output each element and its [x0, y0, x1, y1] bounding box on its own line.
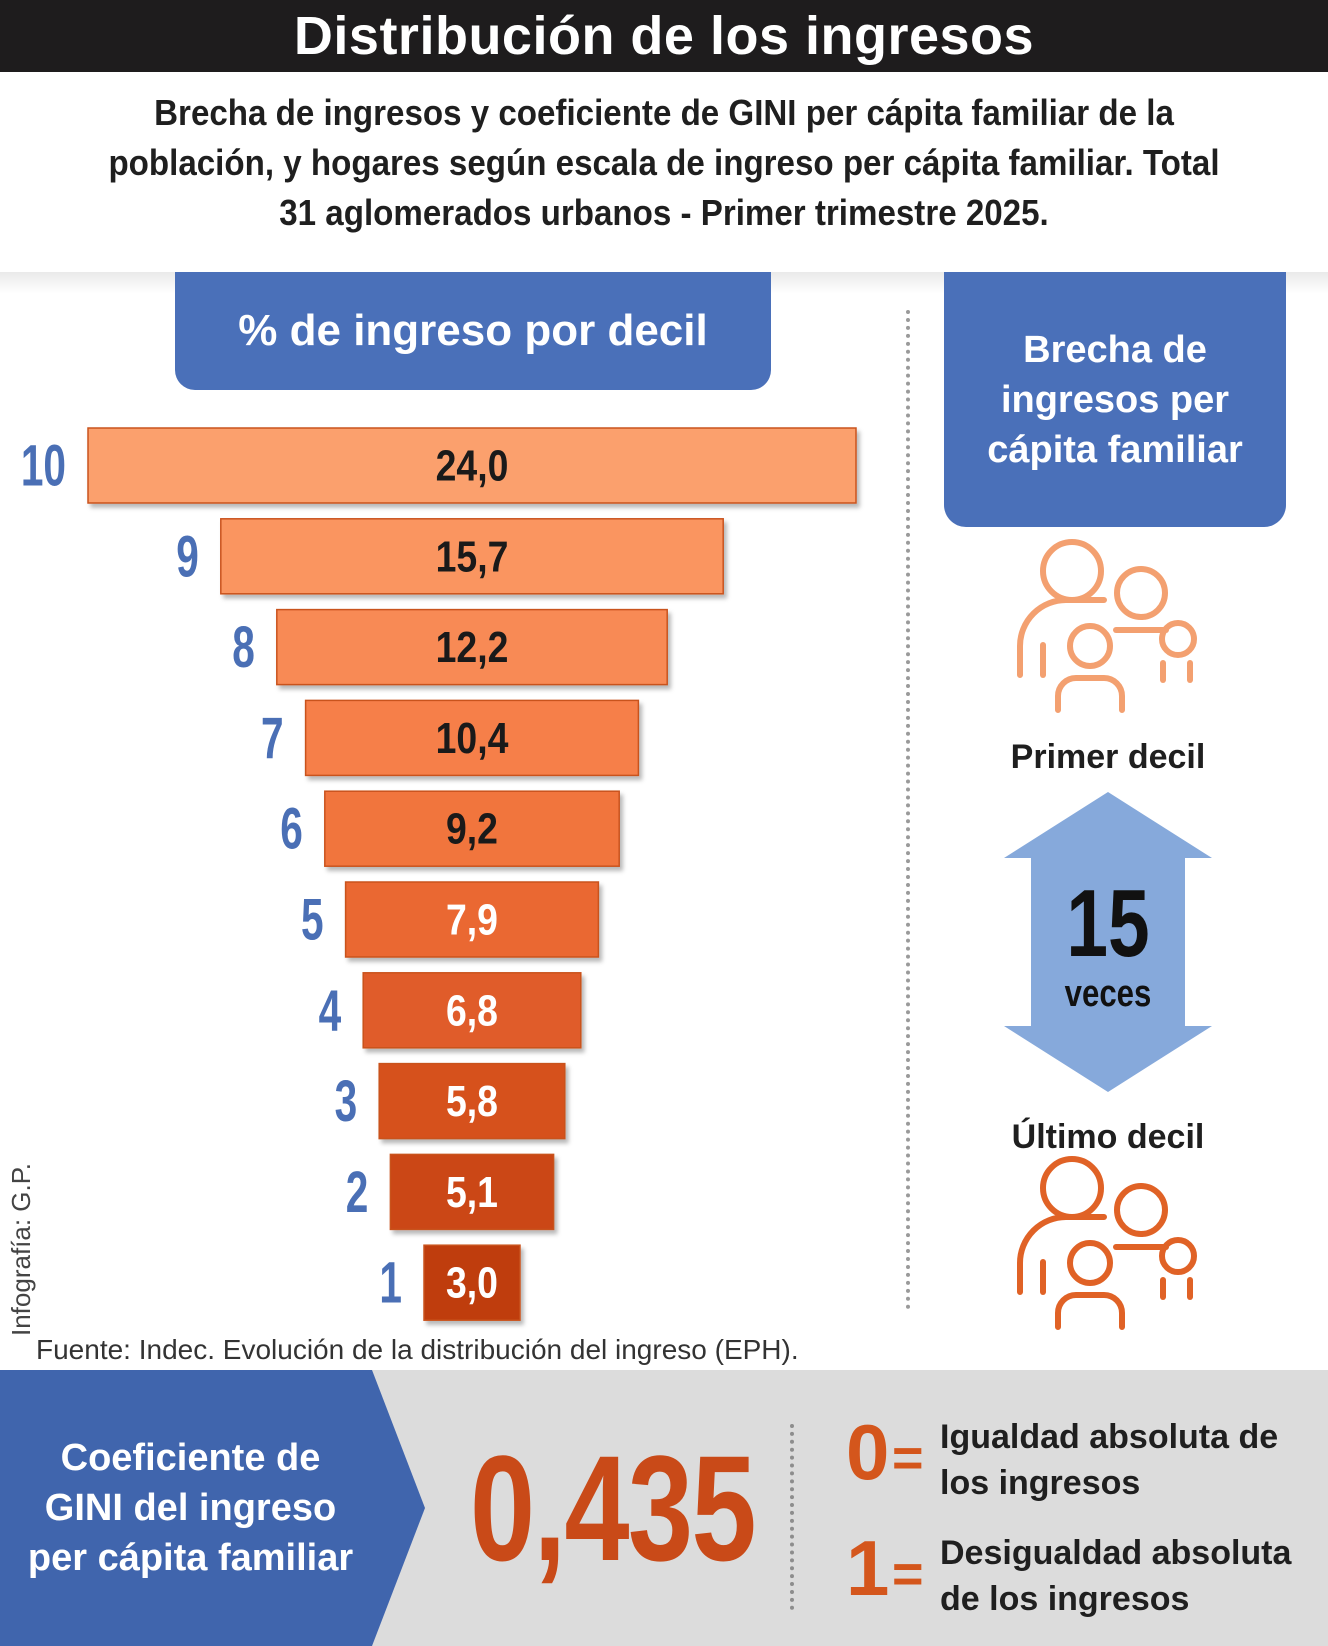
gini-divider — [790, 1424, 794, 1610]
decile-bar-5 — [344, 881, 600, 958]
decile-value-label: 15,7 — [436, 531, 509, 581]
family-icon — [1017, 1156, 1197, 1330]
gap-title-box: Brecha de ingresos per cápita familiar — [944, 272, 1286, 527]
decile-bar-3 — [378, 1062, 566, 1140]
decile-bar-6 — [324, 790, 620, 867]
decile-value-label: 7,9 — [446, 895, 498, 945]
decile-value-label: 6,8 — [446, 985, 498, 1035]
legend-one-equals: = — [892, 1544, 924, 1604]
legend-zero-number: 0 — [846, 1408, 890, 1496]
decile-bar-1 — [423, 1244, 521, 1321]
gap-value: 15 — [1066, 870, 1149, 977]
decile-bar-4 — [362, 972, 582, 1049]
decile-bar-8 — [276, 608, 668, 686]
chart-title: % de ingreso por decil — [175, 272, 771, 390]
decile-category-label: 10 — [21, 433, 66, 498]
gap-bottom-label: Último decil — [1012, 1118, 1205, 1156]
decile-category-label: 4 — [319, 978, 342, 1043]
decile-value-label: 10,4 — [436, 713, 509, 763]
decile-bar-7 — [304, 699, 640, 777]
legend-zero-equals: = — [892, 1428, 924, 1488]
decile-bar-10 — [87, 427, 857, 504]
gap-title: Brecha de ingresos per cápita familiar — [987, 328, 1243, 471]
gap-unit: veces — [1065, 973, 1152, 1015]
decile-value-label: 24,0 — [436, 441, 509, 491]
decile-value-label: 5,1 — [446, 1167, 498, 1217]
decile-category-label: 1 — [379, 1251, 402, 1316]
decile-value-label: 12,2 — [436, 622, 509, 672]
decile-bar-2 — [389, 1153, 555, 1231]
decile-category-label: 9 — [176, 524, 199, 589]
credit: Infografía: G.P. — [6, 1163, 36, 1336]
page-subtitle: Brecha de ingresos y coeficiente de GINI… — [108, 92, 1220, 233]
decile-category-label: 7 — [261, 706, 284, 771]
family-icon — [1017, 539, 1197, 713]
legend-zero-text: Igualdad absoluta de los ingresos — [940, 1418, 1279, 1502]
decile-category-label: 6 — [280, 797, 303, 862]
source-note: Fuente: Indec. Evolución de la distribuc… — [36, 1334, 799, 1365]
decile-category-label: 3 — [335, 1069, 358, 1134]
up-down-arrow-icon — [1004, 792, 1212, 1092]
gap-top-label: Primer decil — [1011, 738, 1206, 776]
decile-value-label: 9,2 — [446, 804, 498, 854]
gini-label-box — [0, 1370, 425, 1646]
column-divider — [906, 310, 910, 1310]
decile-category-label: 8 — [232, 615, 255, 680]
decile-category-label: 2 — [346, 1160, 369, 1225]
decile-bar-9 — [220, 518, 724, 595]
decile-value-label: 5,8 — [446, 1076, 498, 1126]
gini-value: 0,435 — [470, 1424, 757, 1592]
decile-bars: 24,0 10 15,7 9 12,2 8 10,4 7 9,2 6 7,9 5 6,8 4 5,8 3 5,1… — [21, 427, 857, 1321]
page-title: Distribución de los ingresos — [0, 0, 1328, 72]
gini-label: Coeficiente de GINI del ingreso per cápi… — [27, 1437, 354, 1579]
legend-one-text: Desigualdad absoluta de los ingresos — [940, 1534, 1292, 1618]
legend-one-number: 1 — [846, 1524, 890, 1612]
decile-value-label: 3,0 — [446, 1258, 498, 1308]
decile-category-label: 5 — [301, 887, 324, 952]
